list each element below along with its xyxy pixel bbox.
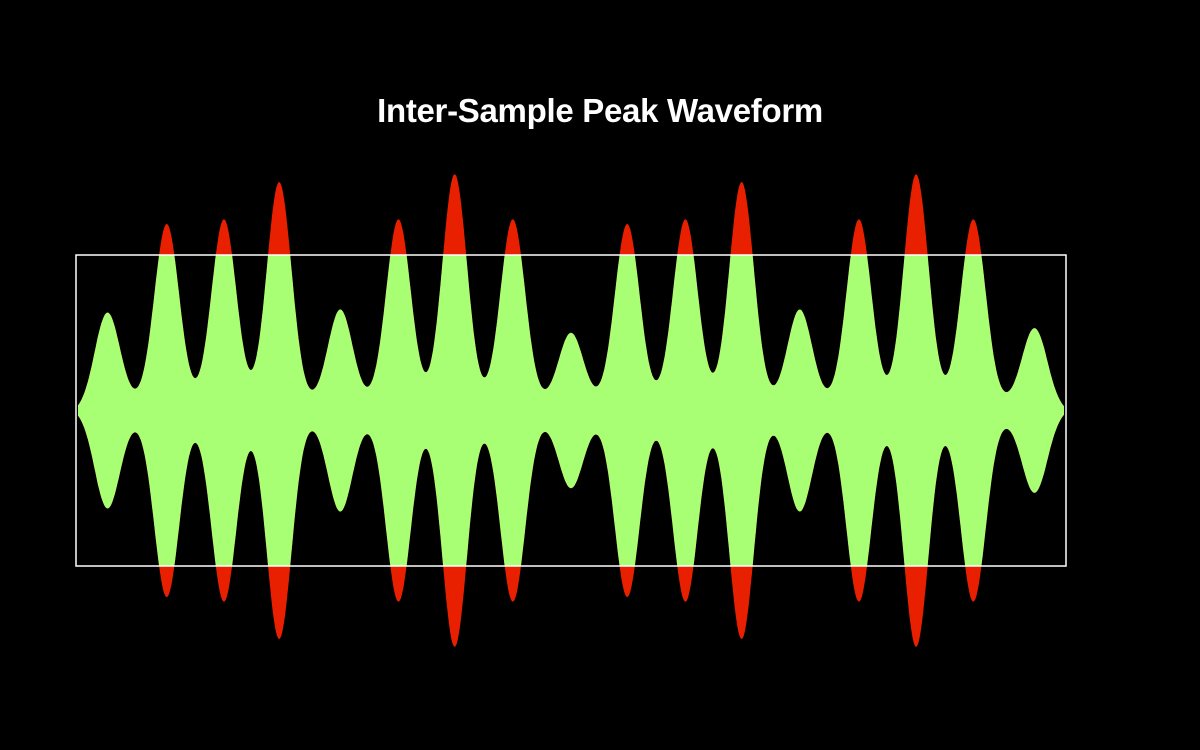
diagram-title: Inter-Sample Peak Waveform bbox=[377, 92, 823, 129]
limit-box bbox=[75, 254, 1067, 567]
waveform-body bbox=[78, 255, 1064, 566]
